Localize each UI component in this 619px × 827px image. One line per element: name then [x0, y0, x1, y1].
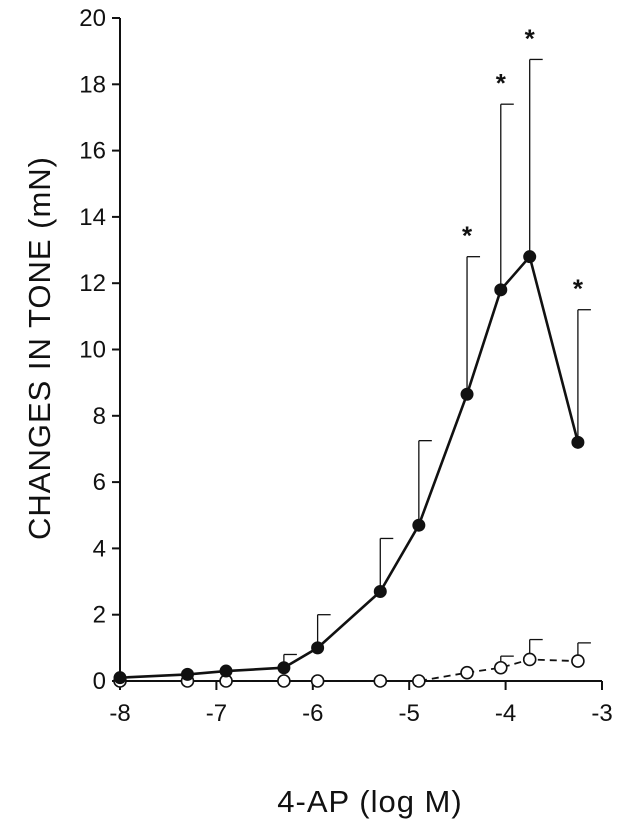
- y-tick-label: 0: [93, 668, 106, 695]
- open-series-point: [493, 660, 508, 675]
- open-series-point: [310, 674, 325, 688]
- y-tick-label: 6: [93, 469, 106, 496]
- significance-marker: *: [496, 68, 507, 98]
- y-tick-label: 8: [93, 403, 106, 430]
- significance-marker: *: [573, 274, 584, 304]
- y-tick-label: 16: [79, 138, 106, 165]
- open-series-point: [571, 654, 585, 668]
- x-tick-label: -6: [302, 700, 323, 727]
- open-series-point: [460, 665, 474, 680]
- y-tick-label: 14: [79, 204, 106, 231]
- series-layer: [113, 58, 591, 688]
- filled-series-point: [311, 641, 325, 655]
- filled-series-point: [113, 671, 127, 685]
- x-tick-label: -4: [495, 700, 516, 727]
- open-series-point: [412, 674, 426, 688]
- significance-marker: *: [462, 221, 473, 251]
- y-tick-label: 10: [79, 337, 106, 364]
- filled-series-point: [523, 250, 537, 264]
- y-tick-label: 4: [93, 535, 106, 562]
- filled-series-point: [460, 387, 474, 401]
- open-series-point: [277, 674, 291, 688]
- filled-series-point: [180, 667, 194, 681]
- filled-series-point: [571, 435, 585, 449]
- y-tick-label: 18: [79, 71, 106, 98]
- labels-layer: 0 2 4 6 8 10 12 14 16 18 20 -8 -7 -6 -5 -4 -3 * * * *: [79, 5, 612, 727]
- y-axis-title: CHANGES IN TONE (mN): [22, 156, 57, 540]
- x-tick-label: -5: [399, 700, 420, 727]
- y-tick-label: 12: [79, 270, 106, 297]
- filled-series-line: [119, 253, 580, 679]
- filled-series-point: [373, 584, 387, 598]
- x-tick-label: -8: [109, 700, 130, 727]
- y-tick-label: 20: [79, 5, 106, 32]
- significance-marker: *: [525, 23, 536, 53]
- x-tick-label: -7: [206, 700, 227, 727]
- filled-series-point: [412, 518, 426, 532]
- filled-series-point: [219, 664, 233, 678]
- y-tick-label: 2: [93, 602, 106, 629]
- open-series-point: [373, 674, 388, 688]
- filled-series-point: [277, 661, 291, 675]
- axes: [112, 17, 603, 690]
- open-series-point: [522, 652, 537, 667]
- filled-series-point: [494, 283, 508, 297]
- x-tick-label: -3: [591, 700, 612, 727]
- x-axis-title: 4-AP (log M): [277, 784, 462, 819]
